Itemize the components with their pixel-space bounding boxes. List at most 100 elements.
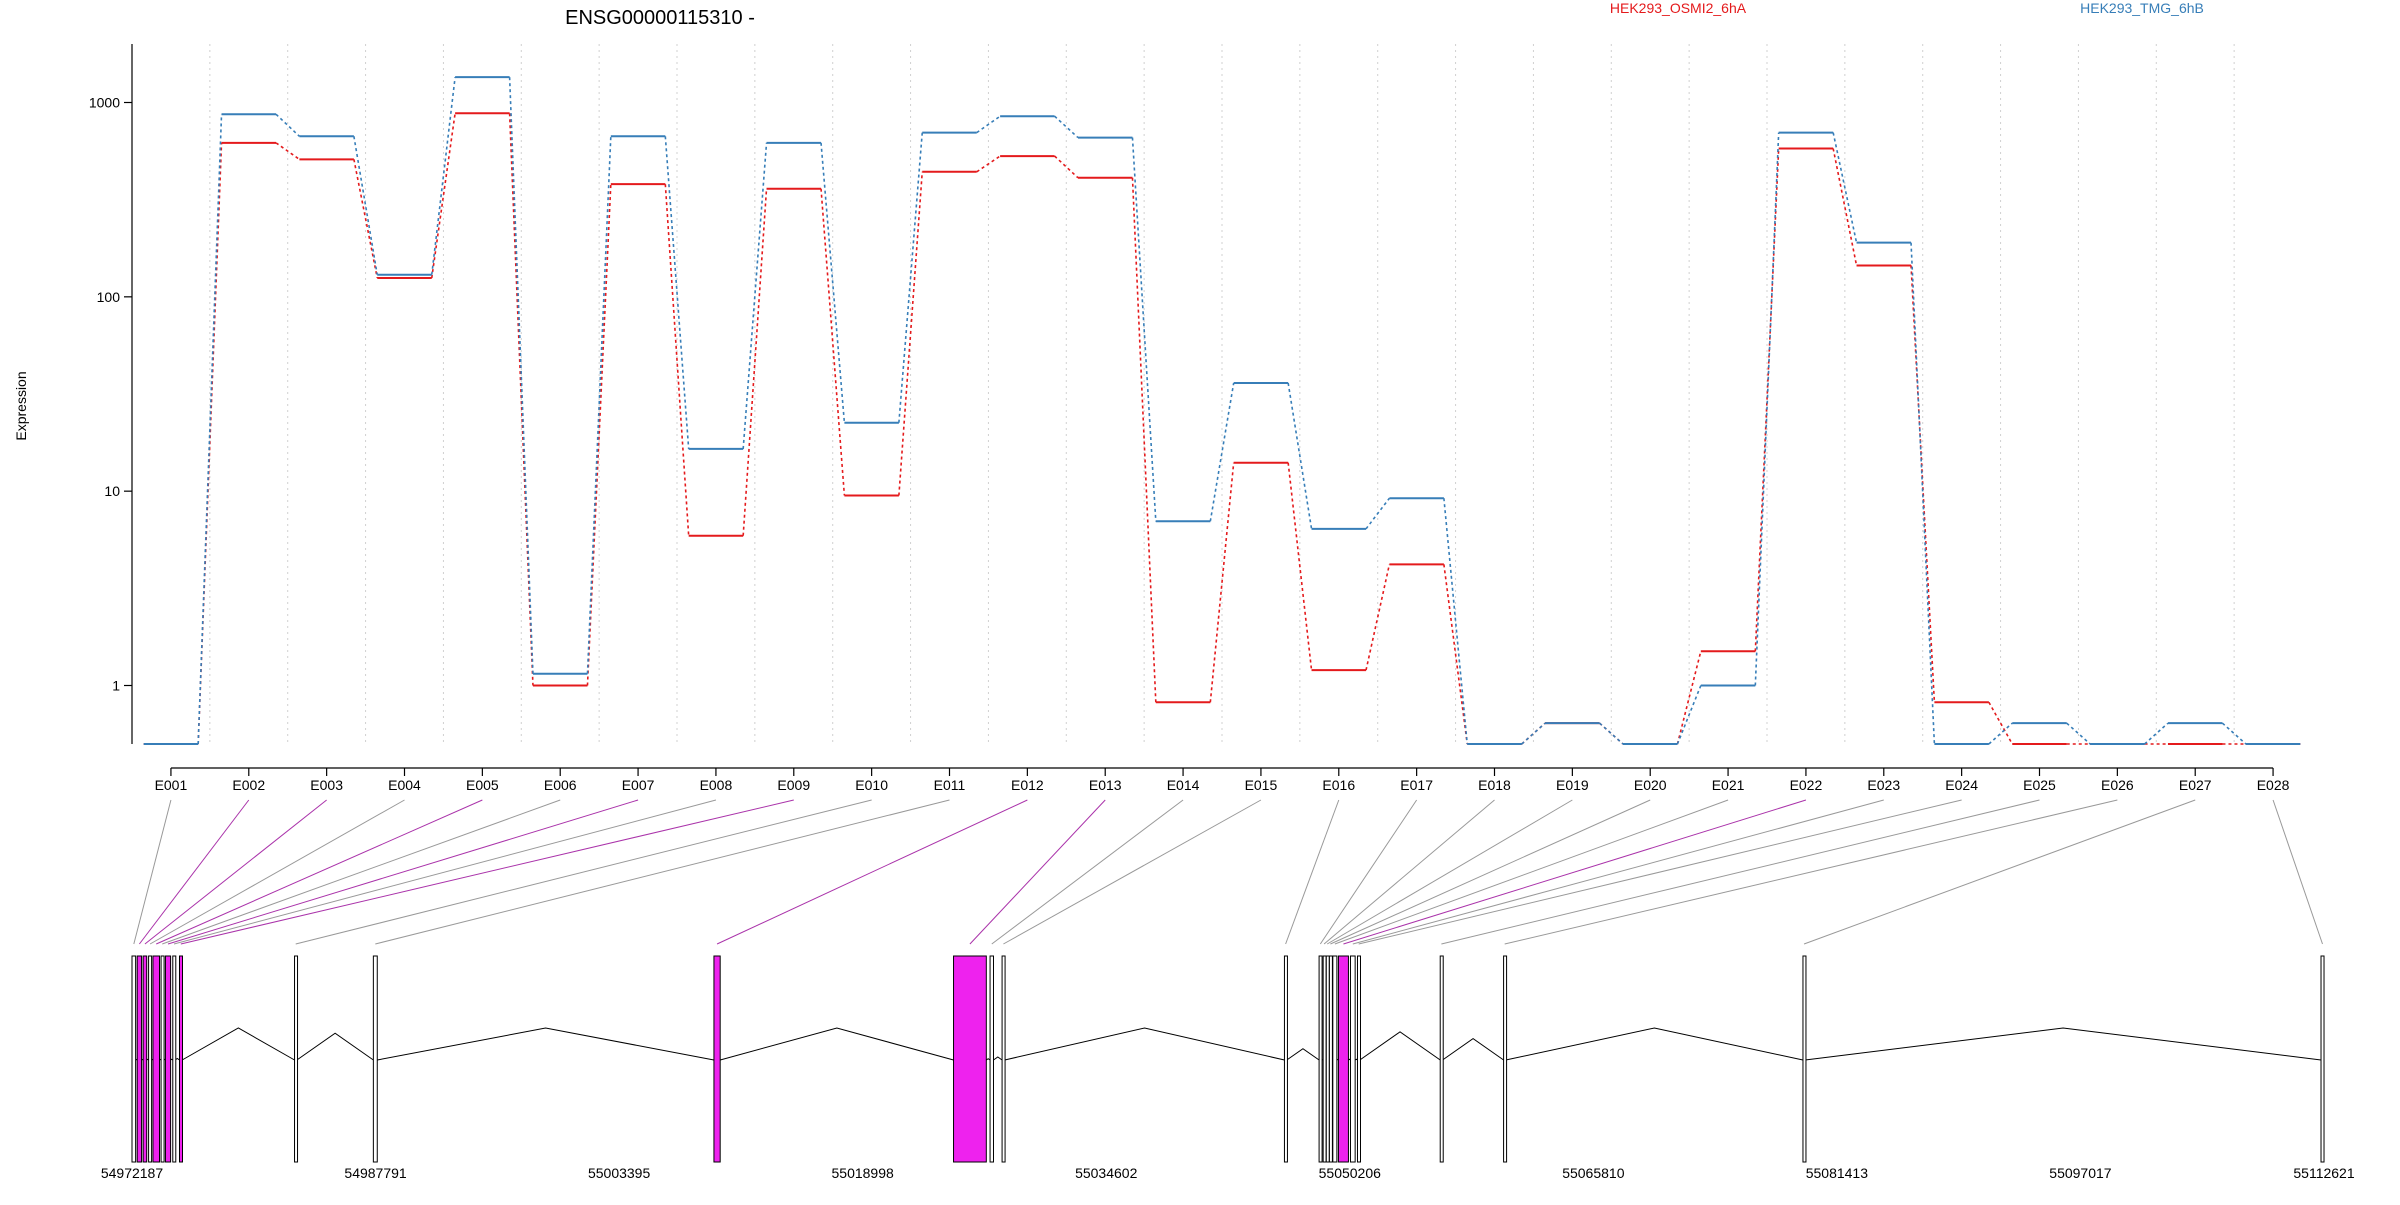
genomic-tick-label: 55050206 — [1319, 1165, 1382, 1181]
x-tick-label: E015 — [1245, 777, 1278, 793]
exon-connector — [181, 800, 794, 944]
exon-box — [990, 956, 993, 1162]
exon-connector — [992, 800, 1183, 944]
series-connector — [977, 116, 1000, 132]
exon-box — [143, 956, 147, 1162]
intron-line — [297, 1033, 373, 1060]
x-tick-label: E001 — [155, 777, 188, 793]
x-tick-label: E018 — [1478, 777, 1511, 793]
genomic-tick-label: 55003395 — [588, 1165, 651, 1181]
series-connector — [1833, 133, 1856, 243]
series-connector — [1210, 463, 1233, 702]
genomic-tick-label: 55081413 — [1806, 1165, 1869, 1181]
exon-box — [153, 956, 160, 1162]
exon-connector — [1505, 800, 2118, 944]
series-connector — [432, 77, 455, 275]
exon-connector — [1003, 800, 1261, 944]
exon-box — [714, 956, 720, 1162]
x-tick-label: E004 — [388, 777, 421, 793]
exon-connector — [1320, 800, 1416, 944]
exon-connector — [134, 800, 171, 944]
intron-line — [377, 1028, 714, 1060]
x-tick-label: E026 — [2101, 777, 2134, 793]
genomic-tick-label: 55065810 — [1562, 1165, 1625, 1181]
x-tick-label: E009 — [777, 777, 810, 793]
legend-entry-tmg: HEK293_TMG_6hB — [2080, 0, 2204, 16]
exon-connector — [168, 800, 638, 944]
exon-connector — [139, 800, 248, 944]
genomic-tick-label: 55112621 — [2293, 1165, 2354, 1181]
x-tick-label: E002 — [232, 777, 265, 793]
exon-box — [173, 956, 176, 1162]
x-tick-label: E006 — [544, 777, 577, 793]
x-tick-label: E011 — [934, 777, 966, 793]
x-tick-label: E010 — [855, 777, 888, 793]
x-tick-label: E025 — [2023, 777, 2056, 793]
exon-connector — [145, 800, 327, 944]
exon-box — [1338, 956, 1348, 1162]
x-tick-label: E019 — [1556, 777, 1589, 793]
exon-box — [1329, 956, 1332, 1162]
exon-box — [373, 956, 377, 1162]
exon-box — [165, 956, 170, 1162]
x-tick-label: E007 — [622, 777, 655, 793]
exon-box — [1284, 956, 1287, 1162]
x-tick-label: E024 — [1945, 777, 1978, 793]
genomic-tick-label: 54987791 — [344, 1165, 407, 1181]
exon-connectors — [134, 800, 2323, 944]
exon-connector — [1353, 800, 1884, 944]
series-connector — [821, 189, 844, 496]
genomic-tick-label: 55018998 — [832, 1165, 895, 1181]
series-connector — [1677, 651, 1700, 744]
intron-line — [182, 1028, 294, 1060]
genomic-tick-label: 54972187 — [101, 1165, 164, 1181]
exon-box — [1440, 956, 1443, 1162]
x-tick-label: E008 — [700, 777, 733, 793]
series-connector — [1366, 564, 1389, 670]
exon-box — [179, 956, 182, 1162]
y-tick-label: 100 — [97, 289, 121, 305]
series-connector — [1132, 178, 1155, 702]
x-tick-label: E017 — [1400, 777, 1433, 793]
series-connector — [354, 136, 377, 274]
intron-line — [1805, 1028, 2321, 1060]
exon-connector — [970, 800, 1105, 944]
y-tick-label: 1 — [112, 677, 120, 693]
exon-box — [1323, 956, 1326, 1162]
exon-connector — [174, 800, 716, 944]
intron-line — [720, 1028, 953, 1060]
legend-entry-osmi2: HEK293_OSMI2_6hA — [1610, 0, 1747, 16]
chart-title: ENSG00000115310 - — [565, 7, 755, 29]
intron-line — [993, 1057, 1002, 1060]
x-tick-label: E003 — [310, 777, 343, 793]
exon-connector — [1330, 800, 1650, 944]
x-tick-label: E016 — [1322, 777, 1355, 793]
exon-connector — [1343, 800, 1805, 944]
series-connector — [276, 143, 299, 159]
exon-connector — [2273, 800, 2322, 944]
exon-box — [1504, 956, 1507, 1162]
exon-connector — [1286, 800, 1339, 944]
exon-connector — [375, 800, 949, 944]
exon-connector — [150, 800, 404, 944]
y-axis-label: Expression — [13, 371, 29, 440]
intron-line — [1360, 1032, 1440, 1060]
exon-box — [295, 956, 298, 1162]
gene-model: 54972187 54987791 55003395 55018998 55034602… — [101, 956, 2355, 1181]
x-tick-label: E021 — [1712, 777, 1745, 793]
exon-box — [137, 956, 141, 1162]
intron-line — [986, 1059, 990, 1060]
exon-box — [132, 956, 136, 1162]
x-tick-label: E027 — [2179, 777, 2212, 793]
genomic-tick-label: 55034602 — [1075, 1165, 1138, 1181]
intron-line — [1287, 1049, 1319, 1060]
exon-box — [1326, 956, 1329, 1162]
exon-box — [161, 956, 164, 1162]
x-tick-label: E028 — [2257, 777, 2290, 793]
exon-box — [1803, 956, 1806, 1162]
intron-line — [1005, 1028, 1285, 1060]
exon-box — [2321, 956, 2324, 1162]
exon-connector — [162, 800, 560, 944]
